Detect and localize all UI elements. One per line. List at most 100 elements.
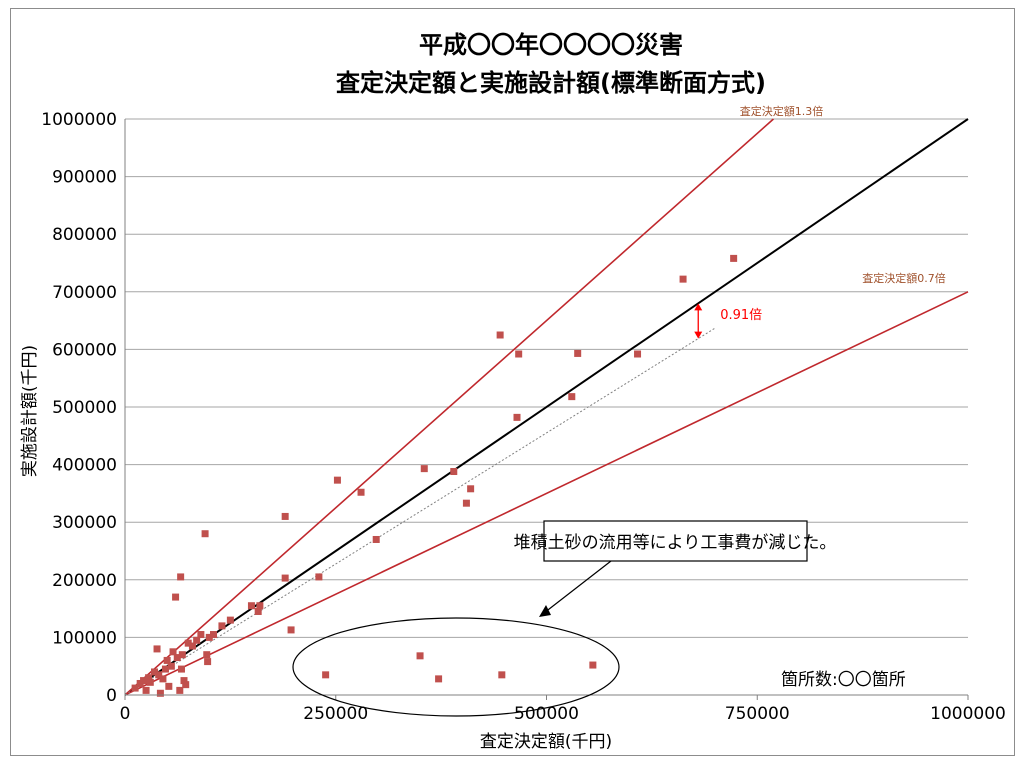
count-label: 箇所数:〇〇箇所 (781, 670, 906, 690)
y-tick-label: 900000 (52, 168, 117, 188)
y-tick-label: 600000 (52, 340, 117, 360)
ratio-label: 0.91倍 (720, 308, 762, 323)
data-point (184, 639, 192, 647)
data-point (146, 678, 154, 686)
y-tick-label: 500000 (52, 398, 117, 418)
data-point (204, 658, 212, 666)
data-point (156, 689, 164, 697)
x-tick-label: 500000 (514, 704, 579, 724)
data-point (205, 633, 213, 641)
ratio-arrowhead-top (694, 303, 703, 311)
data-point (197, 631, 205, 639)
data-point (496, 331, 504, 339)
y-tick-label: 300000 (52, 513, 117, 533)
data-point (226, 616, 234, 624)
data-point (589, 661, 597, 669)
data-point (173, 654, 181, 662)
data-point (287, 626, 295, 634)
data-point (372, 535, 380, 543)
reference-line-label: 査定決定額0.7倍 (862, 271, 946, 285)
y-tick-label: 1000000 (41, 110, 117, 130)
data-point (201, 530, 209, 538)
x-tick-label: 1000000 (930, 704, 1006, 724)
data-point (165, 682, 173, 690)
trend-line-dotted (124, 327, 716, 696)
data-point (178, 651, 186, 659)
data-point (193, 636, 201, 644)
x-tick-label: 0 (120, 704, 131, 724)
y-tick-label: 800000 (52, 225, 117, 245)
data-points (131, 254, 738, 697)
y-tick-label: 400000 (52, 456, 117, 476)
annotation: 堆積土砂の流用等により工事費が減じた。 (292, 520, 837, 717)
data-point (467, 485, 475, 493)
outlier-ellipse (292, 617, 620, 717)
data-point (167, 662, 175, 670)
data-point (679, 275, 687, 283)
data-point (182, 681, 190, 689)
y-tick-label: 200000 (52, 571, 117, 591)
data-point (634, 350, 642, 358)
data-point (515, 350, 523, 358)
data-point (513, 413, 521, 421)
data-point (254, 607, 262, 615)
reference-line (124, 118, 774, 696)
data-point (322, 671, 330, 679)
data-point (256, 602, 264, 610)
trend-line: 0.91倍 (124, 303, 762, 696)
x-axis-label: 査定決定額(千円) (480, 732, 612, 752)
data-point (281, 512, 289, 520)
annotation-text: 堆積土砂の流用等により工事費が減じた。 (514, 533, 837, 553)
data-point (131, 684, 139, 692)
x-tick-label: 750000 (725, 704, 790, 724)
data-point (210, 631, 218, 639)
data-point (177, 665, 185, 673)
data-point (153, 645, 161, 653)
data-point (169, 648, 177, 656)
data-point (172, 593, 180, 601)
data-point (435, 675, 443, 683)
chart-title-line-1: 平成〇〇年〇〇〇〇災害 (419, 31, 683, 59)
y-tick-label: 700000 (52, 283, 117, 303)
data-point (180, 677, 188, 685)
y-axis-label: 実施設計額(千円) (20, 345, 40, 477)
data-point (247, 602, 255, 610)
scatter-chart: 平成〇〇年〇〇〇〇災害 査定決定額と実施設計額(標準断面方式) 査定決定額1.3… (20, 31, 1006, 752)
data-point (730, 254, 738, 262)
annotation-arrowhead (539, 605, 551, 617)
reference-line (124, 291, 969, 696)
data-point (281, 574, 289, 582)
tick-labels: 0 100000 200000 300000 400000 500000 600000 700… (41, 110, 1006, 724)
data-point (163, 656, 171, 664)
data-point (188, 642, 196, 650)
data-point (218, 622, 226, 630)
data-point (450, 468, 458, 476)
y-tick-label: 100000 (52, 628, 117, 648)
data-point (498, 671, 506, 679)
y-tick-label: 0 (106, 686, 117, 706)
x-tick-label: 250000 (303, 704, 368, 724)
reference-line-label: 査定決定額1.3倍 (740, 104, 824, 118)
data-point (203, 651, 211, 659)
data-point (176, 686, 184, 694)
data-point (416, 652, 424, 660)
data-point (151, 668, 159, 676)
data-point (145, 674, 153, 682)
chart-title-line-2: 査定決定額と実施設計額(標準断面方式) (336, 69, 766, 97)
data-point (142, 686, 150, 694)
data-point (333, 476, 341, 484)
ratio-arrowhead-bottom (694, 331, 703, 339)
data-point (159, 675, 167, 683)
data-point (357, 488, 365, 496)
chart-frame: 平成〇〇年〇〇〇〇災害 査定決定額と実施設計額(標準断面方式) 査定決定額1.3… (10, 8, 1015, 756)
axes (124, 119, 969, 700)
data-point (140, 677, 148, 685)
chart-title: 平成〇〇年〇〇〇〇災害 査定決定額と実施設計額(標準断面方式) (336, 31, 766, 97)
reference-line (124, 118, 969, 696)
annotation-box (543, 520, 808, 562)
data-point (568, 393, 576, 401)
data-point (177, 573, 185, 581)
data-point (155, 671, 163, 679)
data-point (420, 465, 428, 473)
